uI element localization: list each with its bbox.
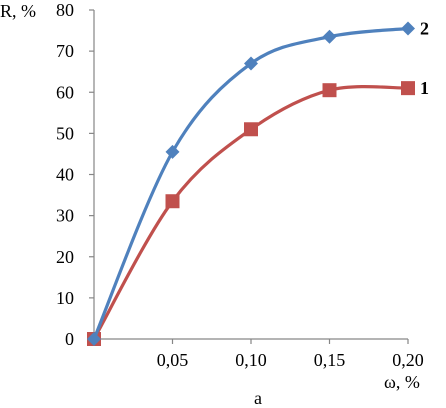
x-tick-label: 0,05: [157, 350, 189, 370]
y-tick-label: 70: [56, 41, 74, 61]
y-tick-label: 80: [56, 0, 74, 20]
x-tick-label: 0,20: [392, 350, 424, 370]
chart-caption: a: [254, 388, 262, 408]
series-1-point: [401, 81, 415, 96]
x-tick-label: 0,10: [235, 350, 267, 370]
series-1-line: [92, 85, 409, 340]
y-tick-label: 30: [56, 206, 74, 226]
y-tick-label: 20: [56, 247, 74, 267]
series-1-point: [165, 194, 180, 209]
series-1-point: [244, 122, 258, 137]
y-axis-title: R, %: [0, 1, 36, 21]
series-2-label: 2: [420, 19, 429, 39]
series-1-point: [322, 83, 337, 98]
series-2-point: [87, 332, 101, 346]
x-axis: 0,05 0,10 0,15 0,20: [93, 338, 424, 370]
series-layer: 12: [87, 19, 429, 346]
series-2-point: [165, 144, 180, 159]
series-2-line: [92, 26, 409, 340]
y-tick-label: 50: [56, 123, 74, 143]
y-tick-label: 10: [56, 288, 74, 308]
series-1-label: 1: [420, 78, 429, 98]
series-2-point: [401, 21, 415, 36]
y-tick-label: 40: [56, 165, 74, 185]
x-axis-title: ω, %: [384, 372, 420, 392]
y-tick-label: 0: [65, 329, 74, 349]
y-axis: 0 10 20 30 40 50 60 70 80: [56, 0, 95, 349]
x-tick-label: 0,15: [314, 350, 346, 370]
y-tick-label: 60: [56, 82, 74, 102]
series-2-point: [244, 56, 258, 71]
series-2-point: [322, 29, 337, 44]
